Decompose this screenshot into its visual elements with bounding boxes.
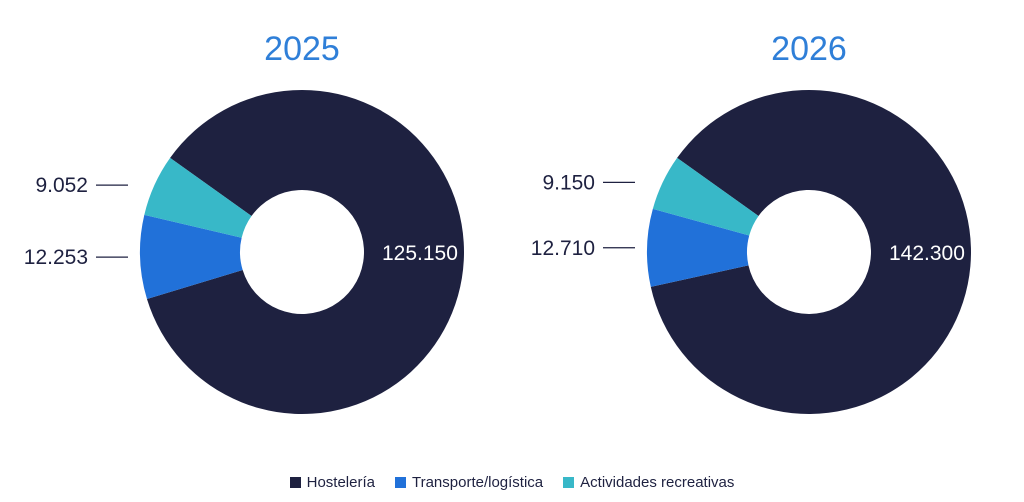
legend-swatch-actividades — [563, 477, 575, 488]
chart-title-2025: 2025 — [264, 30, 340, 68]
slice-transporte-2025 — [140, 214, 243, 300]
data-label-transporte-2026: 12.710 — [531, 237, 595, 260]
slice-hosteleria-2026 — [650, 90, 972, 415]
donut-chart-2026: 2026 142.300 12.710 9.150 — [531, 30, 972, 415]
legend-item-transporte: Transporte/logística — [394, 474, 544, 491]
data-label-hosteleria-2025: 125.150 — [382, 242, 458, 265]
data-label-hosteleria-2026: 142.300 — [889, 242, 965, 265]
legend-label-transporte: Transporte/logística — [411, 474, 544, 491]
data-label-actividades-2026: 9.150 — [542, 171, 595, 194]
data-label-transporte-2025: 12.253 — [24, 246, 88, 269]
donut-chart-2025: 2025 125.150 12.253 9.052 — [24, 30, 464, 414]
legend: Hostelería Transporte/logística Activida… — [0, 474, 1024, 491]
legend-swatch-transporte — [394, 477, 406, 488]
legend-swatch-hosteleria — [289, 477, 301, 488]
legend-item-hosteleria: Hostelería — [289, 474, 375, 491]
slice-hosteleria-2025 — [146, 89, 464, 414]
legend-item-actividades: Actividades recreativas — [563, 474, 734, 491]
slice-actividades-2025 — [144, 157, 252, 238]
data-label-actividades-2025: 9.052 — [35, 174, 88, 197]
slice-actividades-2026 — [652, 157, 759, 236]
chart-title-2026: 2026 — [771, 30, 847, 68]
legend-label-hosteleria: Hostelería — [306, 474, 375, 491]
slice-transporte-2026 — [646, 208, 750, 287]
legend-label-actividades: Actividades recreativas — [580, 474, 735, 491]
donut-charts: 2025 125.150 12.253 9.052 2026 142.300 12.710 9… — [24, 30, 972, 415]
